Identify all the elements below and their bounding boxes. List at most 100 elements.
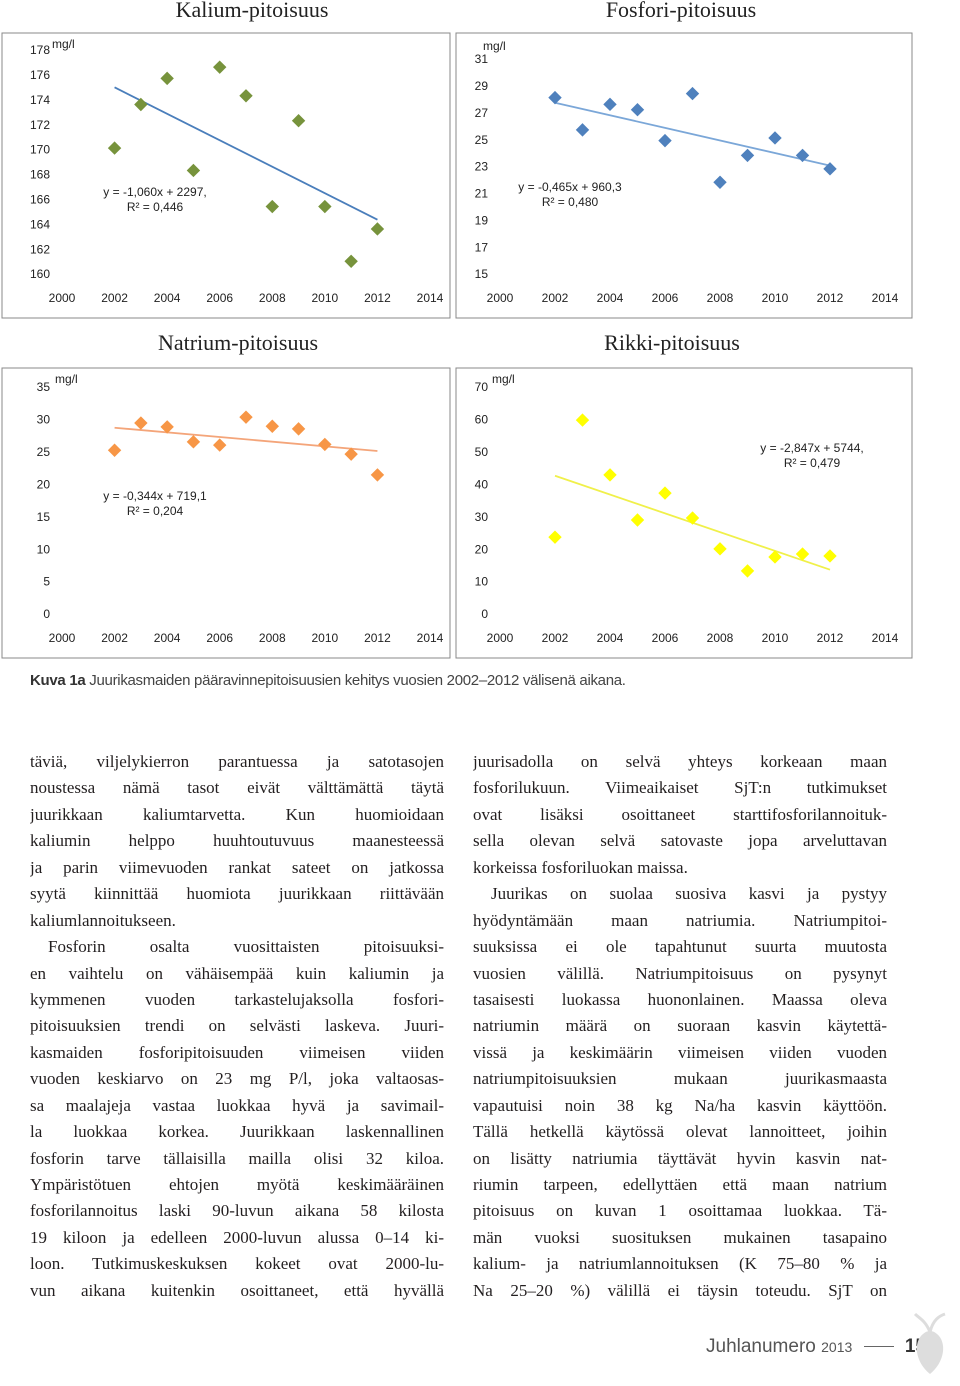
trendline-label: y = -0,465x + 960,3 — [518, 180, 622, 194]
data-point — [186, 163, 201, 178]
x-tick-label: 2002 — [542, 631, 569, 645]
beet-icon — [913, 1312, 946, 1374]
text-line: pitoisuus on kuvan 1 osoittamaa luokkaa.… — [473, 1201, 887, 1221]
x-tick-label: 2012 — [364, 291, 391, 305]
x-tick-label: 2000 — [49, 631, 76, 645]
data-point — [658, 133, 672, 148]
y-tick-label: 35 — [37, 380, 51, 394]
y-tick-label: 0 — [43, 607, 50, 621]
data-point — [548, 90, 562, 105]
data-point — [630, 103, 645, 117]
data-point — [265, 199, 279, 214]
y-tick-label: 164 — [30, 217, 50, 231]
y-tick-label: 70 — [475, 380, 489, 394]
data-point — [186, 435, 201, 449]
trendline-label: y = -1,060x + 2297, — [103, 185, 206, 199]
y-tick-label: 17 — [475, 240, 489, 254]
text-line: Na 25–20 %) välillä ei täysin toteudu. S… — [473, 1280, 887, 1300]
text-line: pitoisuuksien trendi on selvästi laskeva… — [30, 1016, 444, 1036]
y-tick-label: 15 — [475, 267, 489, 281]
data-point — [344, 254, 358, 269]
text-line: suuksissa ei ole tapahtunut suurta muuto… — [473, 937, 887, 957]
unit-label: mg/l — [55, 372, 78, 386]
data-point — [685, 86, 700, 101]
data-point — [291, 113, 306, 128]
chart-title: Natrium-pitoisuus — [158, 330, 318, 355]
text-line: fosforin tarve tällaisilla mailla olisi … — [30, 1148, 444, 1168]
text-line: hyödyntämään maan natriumia. Natriumpito… — [473, 910, 887, 930]
text-line: kaliumlannoitukseen. — [30, 910, 176, 930]
publication: Juhlanumero — [706, 1336, 816, 1357]
x-tick-label: 2002 — [101, 631, 128, 645]
x-tick-label: 2004 — [597, 631, 624, 645]
text-line: vuoden keskiarvo on 23 mg P/l, joka valt… — [30, 1069, 444, 1089]
y-tick-label: 40 — [475, 477, 489, 491]
text-line: kaliumin helppo huuhtoutuvuus maanestees… — [30, 831, 444, 851]
x-tick-label: 2010 — [312, 291, 339, 305]
text-line: en vaihtelu on vähäisempää kuin kaliumin… — [30, 963, 444, 983]
chart-frame — [455, 32, 913, 319]
text-line: vun aikana kuitenkin osoittaneet, että h… — [30, 1280, 444, 1300]
chart-title: Fosfori-pitoisuus — [606, 0, 756, 22]
text-line: Tällä hetkellä käytössä olevat lannoitte… — [473, 1122, 887, 1142]
y-tick-label: 162 — [30, 242, 50, 256]
x-tick-label: 2000 — [487, 631, 514, 645]
text-line: sa maalajeja vastaa luokkaa hyvä ja savi… — [30, 1095, 444, 1115]
separator — [863, 1346, 894, 1348]
y-tick-label: 25 — [37, 445, 51, 459]
text-line: natriumin määrä on suoraan kasvin käytet… — [473, 1016, 887, 1036]
text-line: la luokkaa korkea. Juurikkaan laskennall… — [30, 1122, 444, 1142]
y-tick-label: 27 — [475, 106, 489, 120]
x-tick-label: 2006 — [206, 631, 233, 645]
text-line: 19 kiloon ja edelleen 2000-luvun alussa … — [30, 1227, 444, 1247]
text-line: män vuoksi suosituksen mukainen tasapain… — [473, 1227, 887, 1247]
text-line: vuosien välillä. Natriumpitoisuus on pys… — [473, 963, 887, 983]
x-tick-label: 2010 — [762, 631, 789, 645]
data-point — [239, 89, 253, 103]
x-tick-label: 2012 — [817, 631, 844, 645]
trendline-label: y = -2,847x + 5744, — [760, 441, 863, 455]
y-tick-label: 20 — [37, 477, 51, 491]
data-point — [685, 511, 700, 525]
unit-label: mg/l — [483, 39, 506, 53]
text-line: Ympäristötuen ehtojen myötä keskimääräin… — [30, 1175, 444, 1194]
chart-frame — [455, 367, 913, 659]
data-point — [603, 468, 617, 482]
unit-label: mg/l — [52, 37, 75, 51]
y-tick-label: 166 — [30, 193, 50, 207]
text-line: fosforilukuun. Viimeaikaiset SjT:n tutki… — [473, 778, 887, 798]
trendline-label: R² = 0,479 — [784, 456, 841, 470]
y-tick-label: 30 — [475, 510, 489, 524]
y-tick-label: 10 — [475, 575, 489, 589]
y-tick-label: 19 — [475, 213, 489, 227]
y-tick-label: 174 — [30, 93, 50, 107]
text-line: korkeissa fosforiluokan maissa. — [473, 857, 688, 877]
text-line: Fosforin osalta vuosittaisten pitoisuuks… — [48, 937, 444, 957]
y-tick-label: 10 — [37, 542, 51, 556]
text-line: kalium- ja natriumlannoituksen (K 75–80 … — [473, 1254, 887, 1274]
x-tick-label: 2004 — [597, 291, 624, 305]
trend-line — [114, 86, 378, 221]
data-point — [740, 148, 755, 163]
y-tick-label: 60 — [475, 413, 489, 427]
caption-label: Kuva 1a — [30, 672, 86, 689]
text-line: täviä, viljelykierron parantuessa ja sat… — [30, 752, 444, 771]
y-tick-label: 50 — [475, 445, 489, 459]
data-point — [548, 530, 562, 544]
data-point — [107, 443, 122, 457]
x-tick-label: 2006 — [652, 291, 679, 305]
y-tick-label: 29 — [475, 79, 489, 93]
text-column: juurisadolla on selvä yhteys korkeaan ma… — [473, 749, 887, 1304]
trend-line — [554, 101, 831, 167]
data-point — [134, 97, 148, 112]
text-line: vissä ja keskimäärin viimeisen viiden vu… — [473, 1042, 887, 1062]
x-tick-label: 2012 — [817, 291, 844, 305]
y-tick-label: 31 — [475, 52, 489, 66]
y-tick-label: 160 — [30, 267, 50, 281]
text-line: kasmaiden fosforipitoisuuden viimeisen v… — [30, 1042, 444, 1062]
text-line: syytä kiinnittää huomiota juurikkaan rii… — [30, 884, 444, 904]
trend-line — [114, 426, 378, 452]
x-tick-label: 2004 — [154, 631, 181, 645]
data-point — [713, 542, 727, 556]
